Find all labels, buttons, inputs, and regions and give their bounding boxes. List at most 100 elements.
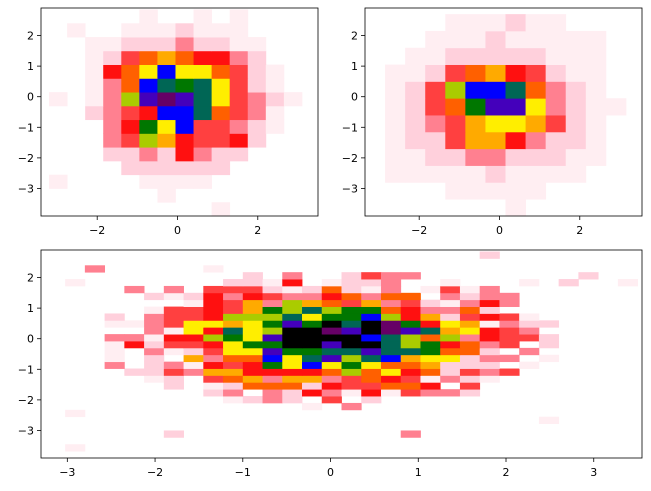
bottom-histogram-cell bbox=[104, 341, 125, 349]
top-right-histogram-cell bbox=[485, 98, 506, 116]
bottom-histogram-cell bbox=[341, 272, 362, 280]
bottom-histogram-cell bbox=[203, 361, 224, 369]
top-left-histogram-cell bbox=[175, 37, 194, 52]
top-left-histogram-cell bbox=[193, 119, 213, 134]
bottom-histogram-cell bbox=[203, 292, 224, 301]
top-right-histogram-cell bbox=[565, 148, 587, 166]
bottom-histogram-cell bbox=[361, 347, 382, 356]
top-left-histogram-cell bbox=[229, 37, 249, 52]
bottom-histogram-cell bbox=[341, 389, 362, 397]
top-right-histogram-cell bbox=[445, 148, 466, 166]
bottom-histogram-cell bbox=[242, 361, 263, 369]
top-left-histogram-cell bbox=[85, 37, 104, 52]
top-right-x-tick-label: −2 bbox=[411, 224, 427, 237]
bottom-histogram-cell bbox=[459, 347, 481, 356]
bottom-histogram-cell bbox=[578, 272, 599, 280]
bottom-histogram-cell bbox=[242, 313, 263, 321]
bottom-histogram-cell bbox=[380, 354, 402, 363]
top-right-histogram-cell bbox=[405, 64, 426, 82]
bottom-histogram-cell bbox=[183, 347, 204, 356]
top-left-histogram-cells bbox=[49, 9, 303, 217]
bottom-histogram-cell bbox=[223, 292, 244, 301]
top-right-histogram-cell bbox=[425, 131, 446, 150]
bottom-histogram-cell bbox=[282, 306, 303, 314]
top-left-histogram-cell bbox=[175, 105, 194, 121]
bottom-histogram-cell bbox=[380, 313, 402, 321]
top-right-histogram-cell bbox=[545, 131, 567, 150]
top-left-histogram-cell bbox=[175, 78, 194, 93]
top-left-histogram-cell bbox=[265, 92, 285, 107]
top-right-histogram-cell bbox=[505, 165, 526, 183]
bottom-histogram-cell bbox=[163, 361, 184, 369]
top-left-histogram-cell bbox=[247, 92, 267, 107]
top-left-histogram-cell bbox=[229, 119, 249, 134]
bottom-histogram-cell bbox=[183, 292, 204, 301]
bottom-histogram-cell bbox=[163, 341, 184, 349]
bottom-histogram-cell bbox=[400, 361, 421, 369]
bottom-x-tick-label: −3 bbox=[59, 466, 75, 479]
bottom-histogram-cell bbox=[341, 299, 362, 307]
bottom-histogram-cells bbox=[65, 251, 639, 452]
bottom-histogram-cell bbox=[499, 341, 520, 349]
bottom-histogram-cell bbox=[223, 334, 244, 342]
top-left-histogram-cell bbox=[229, 92, 249, 107]
bottom-histogram-cell bbox=[262, 279, 283, 287]
bottom-histogram-cell bbox=[223, 320, 244, 328]
bottom-histogram-cell bbox=[124, 285, 145, 294]
bottom-histogram-cell bbox=[459, 306, 481, 314]
bottom-histogram-cell bbox=[282, 299, 303, 307]
top-left-histogram-cell bbox=[121, 105, 140, 121]
top-left-histogram-cell bbox=[211, 50, 231, 65]
bottom-histogram-cell bbox=[341, 354, 362, 363]
bottom-histogram-cell bbox=[144, 347, 165, 356]
bottom-histogram-cell bbox=[223, 327, 244, 335]
top-left-histogram-cell bbox=[139, 160, 158, 176]
top-right-histogram-cell bbox=[405, 98, 426, 116]
bottom-histogram-cell bbox=[420, 299, 441, 307]
bottom-histogram-cell bbox=[400, 327, 421, 335]
bottom-histogram-cell bbox=[203, 334, 224, 342]
top-left-histogram-cell bbox=[139, 78, 158, 93]
top-left-histogram-cell bbox=[193, 64, 213, 79]
top-right-histogram-cell bbox=[585, 131, 607, 150]
top-left-histogram-cell bbox=[157, 160, 176, 176]
top-left-histogram-cell bbox=[157, 174, 176, 189]
bottom-histogram-cell bbox=[440, 368, 461, 376]
bottom-histogram-cell bbox=[321, 347, 342, 356]
bottom-histogram-cell bbox=[400, 272, 421, 280]
bottom-y-tick-label: 0 bbox=[27, 333, 34, 346]
top-left-histogram-cell bbox=[175, 64, 194, 79]
bottom-histogram-cell bbox=[361, 327, 382, 335]
top-left-histogram-cell bbox=[265, 78, 285, 93]
bottom-histogram-cell bbox=[183, 334, 204, 342]
bottom-histogram-cell bbox=[183, 320, 204, 328]
bottom-histogram-cell bbox=[203, 382, 224, 390]
bottom-histogram-cell bbox=[321, 334, 342, 342]
bottom-histogram-cell bbox=[479, 292, 500, 301]
bottom-histogram-cell bbox=[400, 382, 421, 390]
bottom-histogram-cell bbox=[65, 444, 86, 452]
top-left-histogram-cell bbox=[139, 50, 158, 65]
bottom-histogram-cell bbox=[341, 341, 362, 349]
top-left-y-tick-label: −1 bbox=[18, 121, 34, 134]
bottom-histogram-cell bbox=[321, 279, 342, 287]
bottom-histogram-cell bbox=[223, 313, 244, 321]
top-right-histogram-cell bbox=[525, 64, 547, 82]
bottom-histogram-cell bbox=[302, 354, 323, 363]
top-left-histogram-cell bbox=[139, 37, 158, 52]
bottom-histogram-cell bbox=[124, 334, 145, 342]
top-right-histogram-cell bbox=[505, 14, 526, 32]
bottom-histogram-cell bbox=[203, 320, 224, 328]
bottom-histogram-cell bbox=[223, 306, 244, 314]
bottom-histogram-cell bbox=[183, 341, 204, 349]
top-left-histogram-cell bbox=[247, 119, 267, 134]
top-right-histogram-cell bbox=[545, 115, 567, 133]
bottom-histogram-cell bbox=[302, 313, 323, 321]
bottom-histogram-cell bbox=[341, 361, 362, 369]
top-right-histogram-cell bbox=[565, 98, 587, 116]
bottom-histogram-cell bbox=[262, 327, 283, 335]
bottom-histogram-cell bbox=[321, 368, 342, 376]
top-left-x-tick-label: −2 bbox=[89, 224, 105, 237]
top-right-histogram-cell bbox=[425, 81, 446, 99]
top-left-histogram-cell bbox=[229, 147, 249, 162]
